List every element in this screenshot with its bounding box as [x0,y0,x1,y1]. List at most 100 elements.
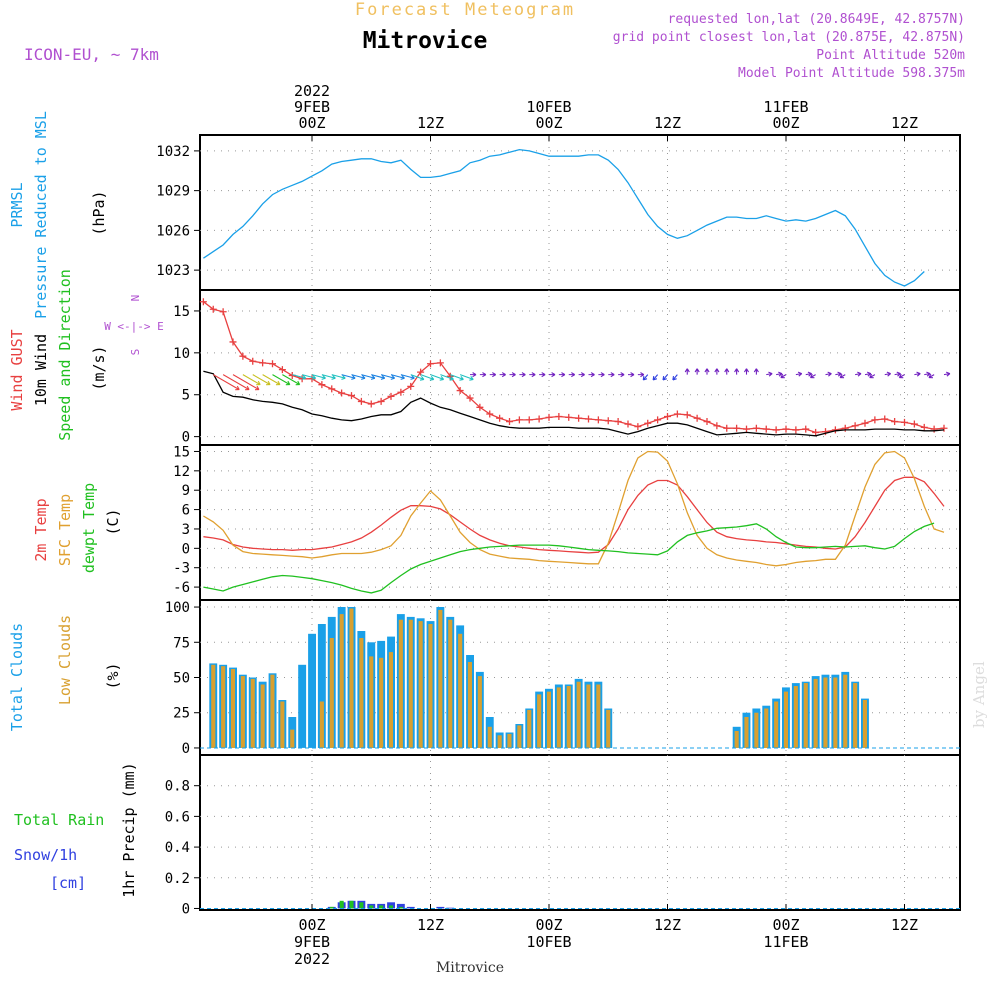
wind-direction-arrow [331,374,346,380]
clouds-bar-low-clouds [408,619,413,748]
clouds-bar-low-clouds [556,687,561,748]
wind-direction-arrow [694,368,700,375]
wind-direction-arrow [380,374,396,380]
temperature-series-2m-temp [203,476,945,554]
gust-marker [812,428,820,436]
wind-direction-arrow [321,374,336,380]
wind-series-wind [203,370,945,437]
clouds-bar-low-clouds [527,709,532,748]
precip-bar-snow-1h [359,902,364,909]
gust-marker [624,420,632,428]
wind-frame [199,289,961,446]
wind-ytick-label: 0 [182,430,190,446]
bottom-time-label: 00Z [298,916,325,934]
pressure-panel: 1023 1026 1029 1032 [156,134,961,291]
clouds-bar-low-clouds [418,621,423,748]
clouds-bar-low-clouds [319,701,324,748]
wind-direction-arrow [835,371,842,377]
gust-marker [387,392,395,400]
clouds-bar-low-clouds [428,624,433,748]
clouds-bar-low-clouds [754,712,759,748]
gust-marker [703,418,711,426]
gust-marker [209,305,217,313]
snow-label: Snow/1h [14,846,77,864]
temp-unit: (C) [104,508,122,535]
footer-location: Mitrovice [436,960,504,976]
clouds-bar-low-clouds [596,684,601,748]
low-clouds-label: Low Clouds [56,615,74,705]
gust-marker [466,394,474,402]
gust-marker [555,413,563,421]
clouds-bar-low-clouds [270,674,275,748]
temperature-frame [199,444,961,601]
wind-direction-arrow [272,374,291,386]
model-name: ICON-EU, ~ 7km [24,45,159,64]
gust-marker [269,360,276,368]
gust-marker [841,424,849,432]
wind-unit: (m/s) [90,345,108,390]
clouds-bar-total-clouds [308,633,316,748]
gust-marker [752,424,760,432]
wind-direction-arrow [608,372,615,378]
gust-marker [575,414,583,422]
pressure-ytick-label: 1026 [156,223,190,239]
wind-ytick-label: 5 [182,388,190,404]
gust-marker [664,413,671,421]
gust-marker [496,414,504,422]
wind-direction-arrow [898,373,905,379]
clouds-bar-low-clouds [467,662,472,748]
pressure-label-desc: Pressure Reduced to MSL [32,111,50,319]
compass-s: S [129,349,142,356]
wind-direction-arrow [539,372,546,378]
gust-marker [683,411,691,419]
gust-marker [377,397,385,405]
precip-bar-total-rain [396,903,405,909]
gust-marker [723,424,731,432]
temp-2m-label: 2m Temp [32,498,50,561]
wind-series-gust [203,301,945,434]
gust-marker [348,392,355,400]
wind-direction-arrow [529,372,536,378]
gust-marker [920,423,928,431]
gust-marker [594,416,602,424]
clouds-bar-low-clouds [586,684,591,748]
gust-marker [565,413,573,421]
wind-direction-arrow [928,373,935,379]
gust-marker [940,424,948,432]
bottom-time-label: 00Z [772,916,799,934]
gust-marker [604,417,612,425]
wind-ytick-label: 15 [173,304,190,320]
precip-bar-total-rain [387,902,395,909]
pressure-unit: (hPa) [90,190,108,235]
precip-ytick-label: 0.6 [165,809,190,825]
gust-marker [644,419,652,427]
gust-marker [367,400,375,408]
gust-marker [229,338,237,346]
wind-direction-arrow [642,374,649,381]
gust-marker [397,388,405,396]
clouds-bar-low-clouds [458,633,463,748]
clouds-bar-low-clouds [793,686,798,748]
wind-direction-arrow [753,368,759,375]
clouds-bar-low-clouds [211,664,216,748]
temp-sfc-label: SFC Temp [56,494,74,566]
temp-dewpt-label: dewpt Temp [80,483,98,573]
gust-marker [249,357,257,365]
precip-bar-snow-1h [369,905,374,909]
wind-direction-arrow [351,374,366,380]
clouds-bar-low-clouds [398,619,403,748]
precip-panel: 0 0.2 0.4 0.6 0.8 [165,754,961,917]
wind-direction-arrow [924,371,931,377]
clouds-bar-low-clouds [803,683,808,748]
clouds-bar-low-clouds [606,709,611,748]
wind-direction-arrow [869,373,876,379]
wind-direction-arrow [519,372,526,378]
wind-direction-arrow [420,374,435,381]
wind-direction-arrow [282,374,301,386]
gust-marker [930,425,938,433]
gust-marker [792,426,800,434]
gust-marker [515,416,523,424]
gust-marker [456,387,464,395]
